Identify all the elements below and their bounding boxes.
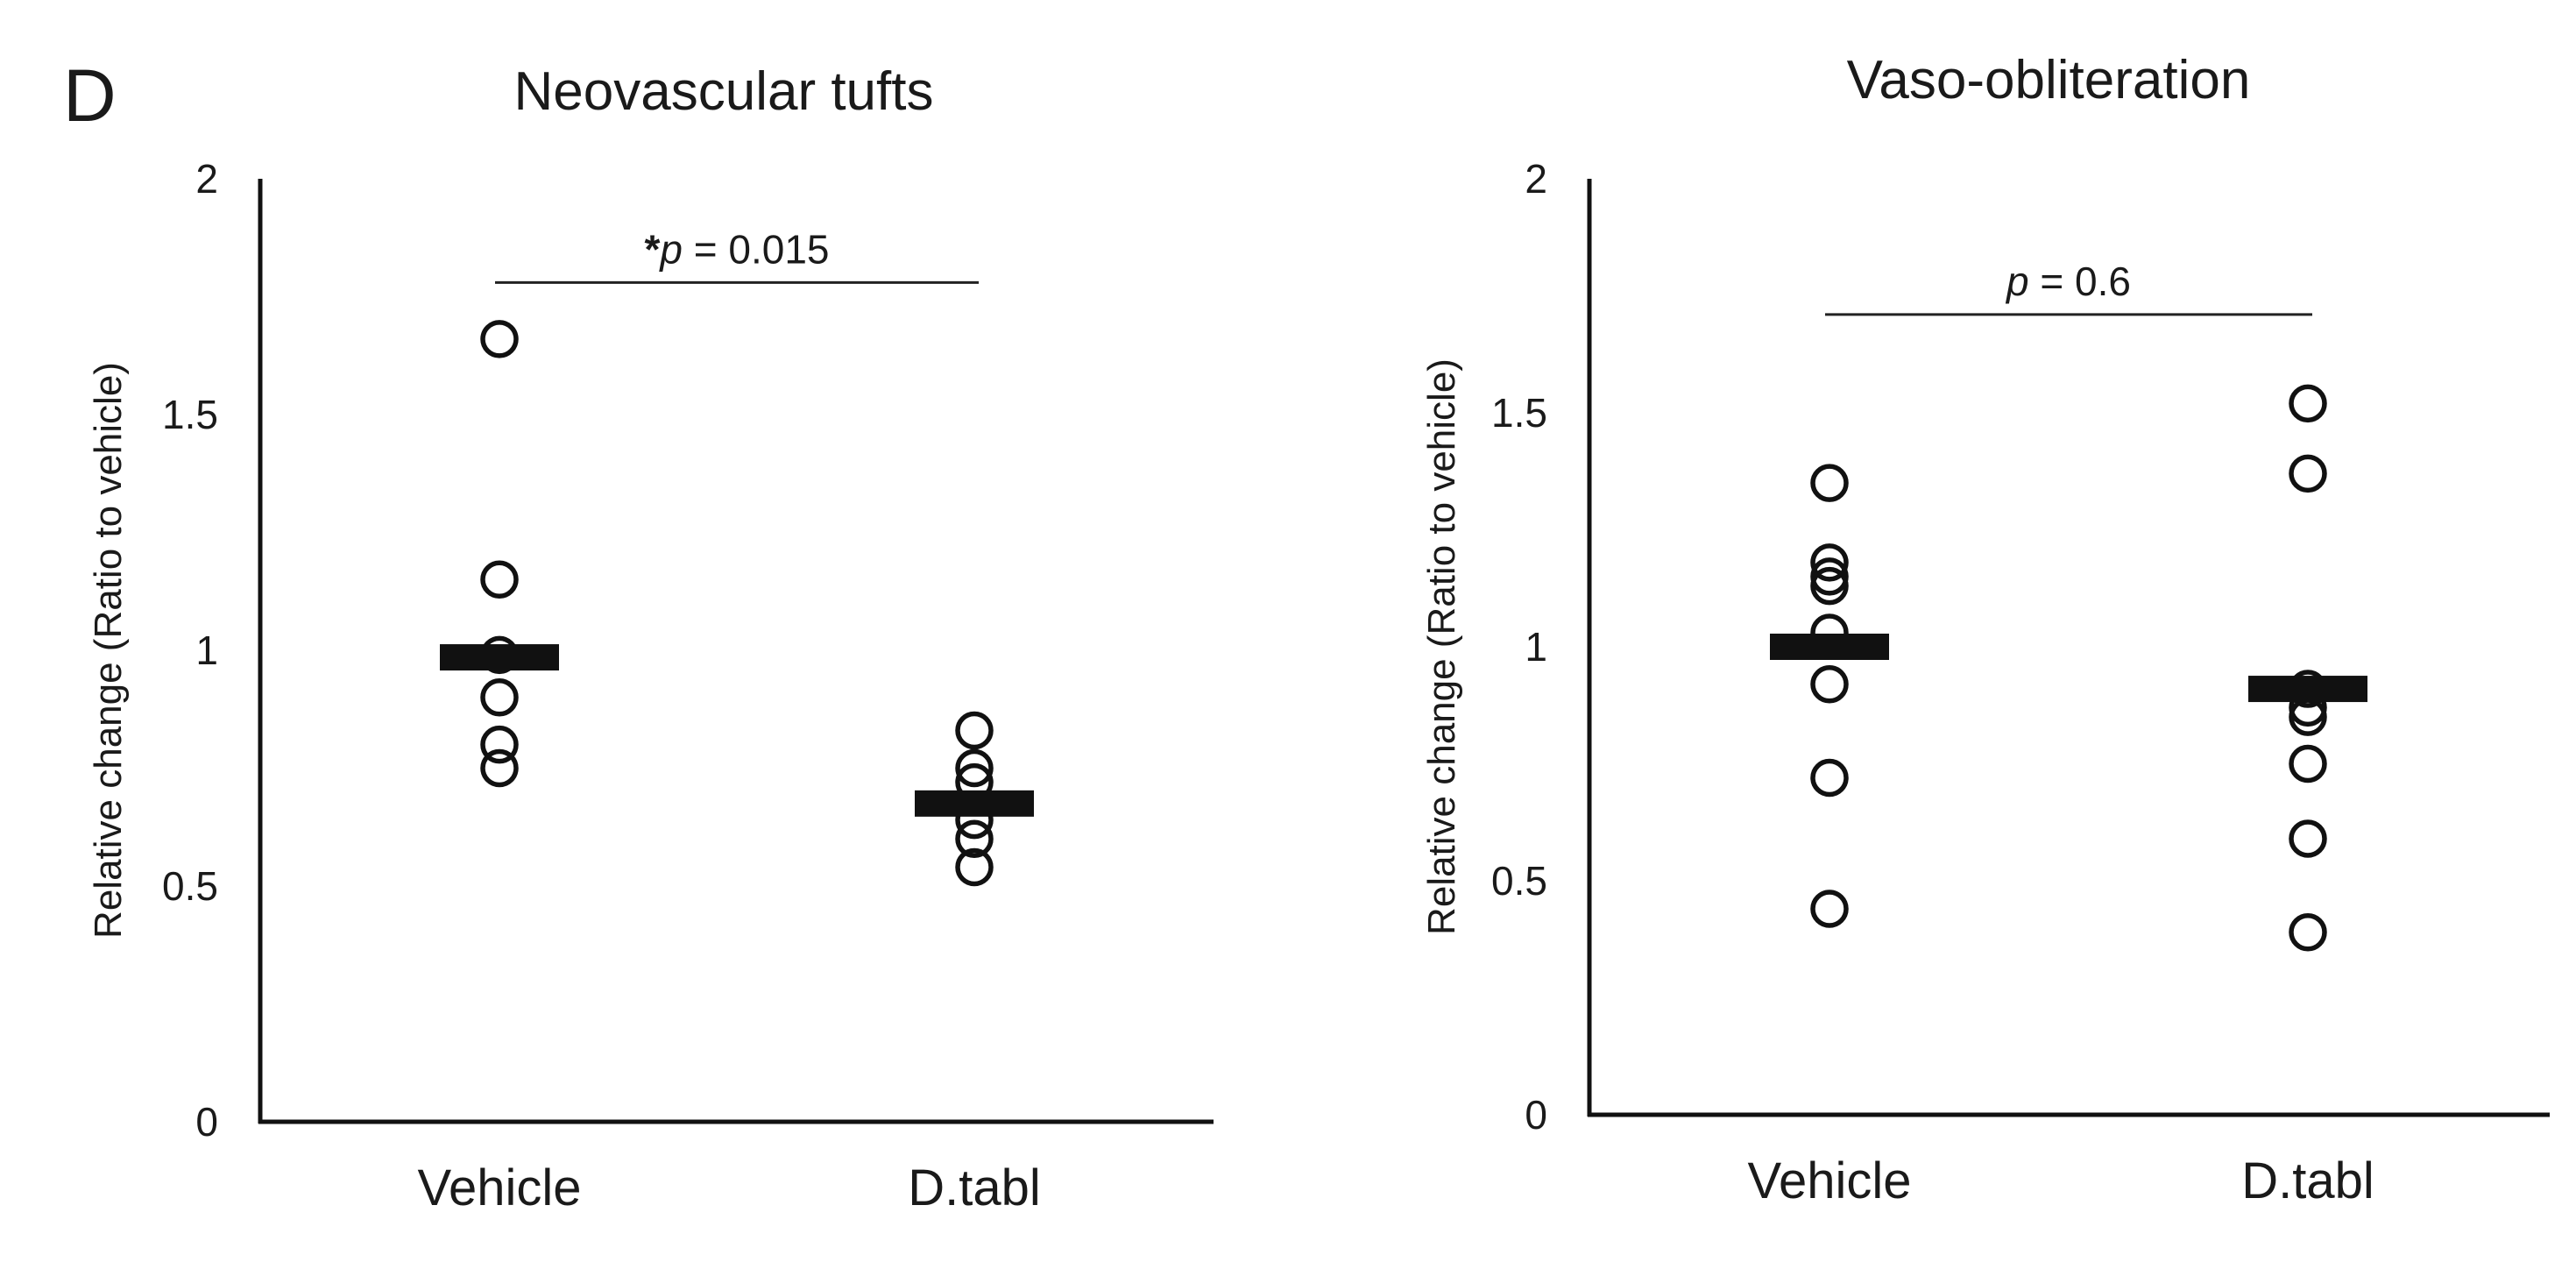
data-point (2289, 454, 2327, 493)
data-point (1810, 543, 1849, 582)
p-value: = 0.015 (683, 226, 830, 272)
chart-vaso-obliteration: Vaso-obliteration Relative change (Ratio … (1420, 50, 2550, 1209)
mean-bar (440, 644, 559, 671)
data-point (1810, 664, 1849, 704)
data-point (2289, 819, 2327, 858)
significance-label: p = 0.6 (2005, 259, 2131, 304)
chart-title: Vaso-obliteration (1847, 50, 2251, 110)
y-tick-label: 1.5 (162, 392, 218, 437)
data-point (1810, 890, 1849, 928)
data-point (480, 725, 519, 764)
y-tick-label: 1.5 (1491, 390, 1547, 436)
data-point (480, 678, 519, 717)
x-category-label: Vehicle (417, 1159, 581, 1216)
panel-label: D (63, 54, 117, 137)
data-point (480, 320, 519, 358)
x-category-label: D.tabl (908, 1159, 1041, 1216)
y-tick-label: 1 (1525, 624, 1547, 670)
y-tick-label: 0 (1525, 1092, 1547, 1138)
x-category-label: D.tabl (2241, 1152, 2374, 1209)
x-category-label: Vehicle (1747, 1152, 1911, 1209)
data-point (1810, 464, 1849, 502)
data-point (2289, 912, 2327, 952)
data-point (955, 847, 994, 887)
p-value: = 0.6 (2029, 259, 2131, 304)
y-tick-label: 0.5 (162, 863, 218, 909)
data-point (1810, 566, 1849, 606)
significance-star: * (644, 226, 660, 272)
mean-bar (1770, 634, 1889, 660)
data-point (955, 748, 994, 788)
data-point (1810, 557, 1849, 596)
data-point (955, 819, 994, 858)
y-axis-label: Relative change (Ratio to vehicle) (1420, 358, 1463, 935)
significance-label: *p = 0.015 (644, 226, 829, 272)
data-point (480, 748, 519, 788)
mean-bar (915, 790, 1034, 817)
y-tick-label: 2 (195, 156, 218, 202)
y-tick-label: 0.5 (1491, 858, 1547, 904)
data-point (1810, 758, 1849, 798)
data-point (955, 711, 994, 750)
data-point (2289, 744, 2327, 783)
chart-neovascular-tufts: Neovascular tufts Relative change (Ratio … (87, 61, 1214, 1216)
y-tick-label: 2 (1525, 156, 1547, 202)
y-tick-label: 1 (195, 627, 218, 673)
y-axis-label: Relative change (Ratio to vehicle) (87, 362, 130, 939)
p-symbol: p (2005, 259, 2029, 304)
data-point (2289, 384, 2327, 423)
chart-title: Neovascular tufts (514, 61, 934, 122)
mean-bar (2248, 676, 2367, 703)
y-tick-label: 0 (195, 1099, 218, 1145)
p-symbol: p (658, 226, 683, 272)
data-point (480, 560, 519, 599)
